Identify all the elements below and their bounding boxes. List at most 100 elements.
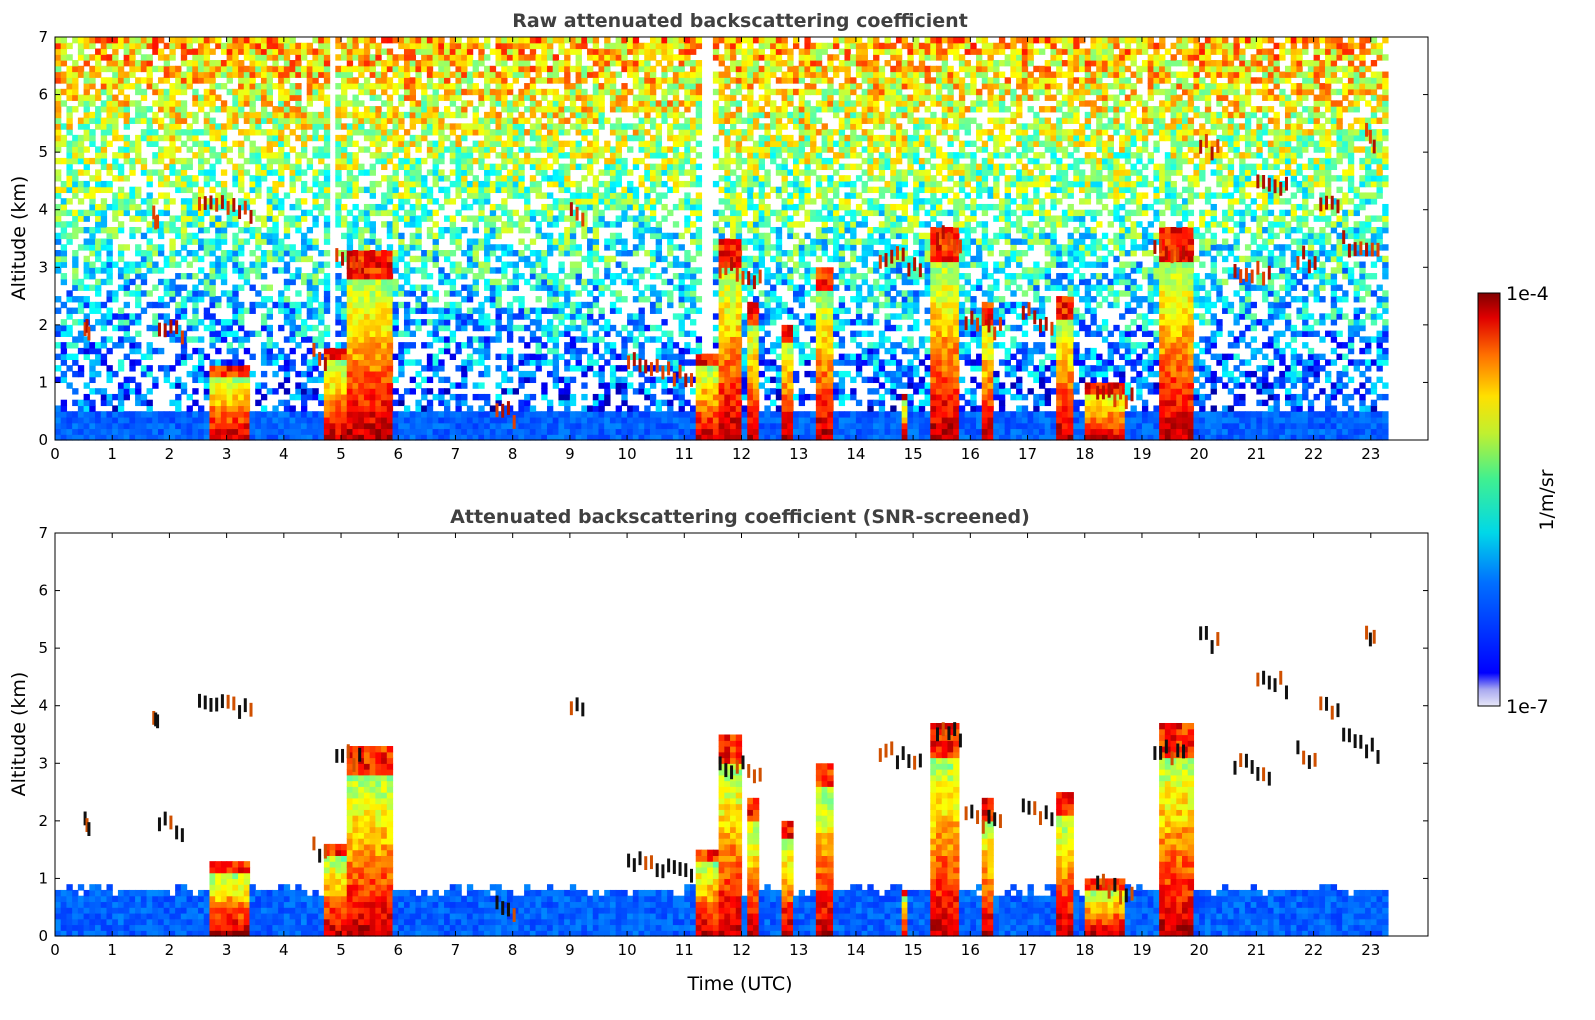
- heatmap-cell: [489, 278, 497, 286]
- heatmap-cell: [112, 192, 119, 199]
- heatmap-cell: [598, 221, 605, 228]
- heatmap-cell: [255, 416, 262, 424]
- heatmap-cell: [232, 359, 239, 366]
- heatmap-cell: [495, 255, 502, 263]
- heatmap-cell: [472, 422, 479, 430]
- heatmap-cell: [226, 255, 233, 263]
- heatmap-cell: [60, 416, 68, 424]
- heatmap-cell: [421, 54, 428, 61]
- heatmap-cell: [295, 111, 302, 119]
- heatmap-cell: [226, 434, 233, 441]
- heatmap-cell: [300, 359, 308, 366]
- heatmap-cell: [615, 169, 622, 176]
- heatmap-cell: [604, 284, 611, 291]
- heatmap-cell: [278, 123, 285, 130]
- heatmap-cell: [398, 353, 405, 360]
- heatmap-cell: [461, 123, 468, 130]
- heatmap-cell: [209, 284, 216, 291]
- heatmap-cell: [146, 244, 153, 251]
- heatmap-cell: [627, 192, 634, 199]
- heatmap-cell: [300, 198, 308, 205]
- heatmap-cell: [226, 428, 233, 435]
- heatmap-cell: [209, 88, 216, 96]
- heatmap-cell: [512, 416, 519, 424]
- heatmap-cell: [318, 117, 325, 124]
- heatmap-cell: [346, 405, 354, 412]
- heatmap-cell: [535, 342, 542, 349]
- heatmap-cell: [615, 250, 622, 257]
- heatmap-cell: [381, 342, 388, 349]
- heatmap-cell: [272, 83, 279, 90]
- heatmap-cell: [129, 319, 136, 326]
- heatmap-cell: [535, 169, 542, 176]
- heatmap-cell: [226, 48, 233, 55]
- heatmap-cell: [66, 117, 73, 124]
- heatmap-cell: [604, 169, 611, 176]
- heatmap-cell: [318, 83, 325, 90]
- heatmap-cell: [117, 388, 125, 395]
- heatmap-cell: [524, 157, 531, 165]
- heatmap-cell: [140, 117, 148, 124]
- heatmap-cell: [255, 192, 262, 199]
- heatmap-cell: [192, 399, 199, 407]
- heatmap-cell: [455, 42, 462, 50]
- heatmap-cell: [369, 290, 376, 297]
- heatmap-cell: [587, 353, 594, 360]
- heatmap-cell: [232, 330, 239, 337]
- heatmap-cell: [535, 226, 542, 234]
- heatmap-cell: [392, 434, 399, 441]
- heatmap-cell: [632, 416, 640, 424]
- heatmap-cell: [598, 336, 605, 343]
- heatmap-cell: [106, 261, 113, 268]
- heatmap-cell: [295, 83, 302, 90]
- heatmap-cell: [552, 88, 560, 96]
- heatmap-cell: [655, 347, 663, 355]
- heatmap-cell: [335, 370, 342, 378]
- heatmap-cell: [444, 83, 451, 90]
- heatmap-cell: [461, 365, 468, 372]
- heatmap-cell: [83, 192, 90, 199]
- heatmap-cell: [295, 301, 302, 309]
- heatmap-cell: [232, 244, 239, 251]
- heatmap-cell: [157, 347, 165, 355]
- heatmap-cell: [466, 54, 474, 61]
- heatmap-cell: [375, 152, 382, 159]
- heatmap-cell: [604, 48, 611, 55]
- heatmap-cell: [66, 342, 73, 349]
- heatmap-cell: [106, 336, 113, 343]
- heatmap-cell: [518, 37, 525, 44]
- heatmap-cell: [83, 416, 90, 424]
- heatmap-cell: [415, 192, 422, 199]
- heatmap-cell: [552, 353, 560, 360]
- heatmap-cell: [346, 134, 354, 142]
- heatmap-cell: [535, 336, 542, 343]
- heatmap-cell: [232, 37, 239, 44]
- heatmap-cell: [283, 319, 291, 326]
- heatmap-cell: [152, 134, 159, 142]
- heatmap-cell: [461, 77, 468, 84]
- heatmap-cell: [135, 88, 142, 96]
- heatmap-cell: [323, 399, 331, 407]
- heatmap-cell: [569, 416, 577, 424]
- heatmap-cell: [226, 42, 233, 50]
- heatmap-cell: [238, 163, 245, 171]
- heatmap-cell: [192, 88, 199, 96]
- heatmap-cell: [123, 411, 130, 418]
- heatmap-cell: [466, 186, 474, 194]
- heatmap-cell: [243, 100, 251, 107]
- heatmap-cell: [66, 169, 73, 176]
- heatmap-cell: [135, 226, 142, 234]
- heatmap-cell: [226, 347, 233, 355]
- heatmap-cell: [535, 359, 542, 366]
- heatmap-cell: [180, 140, 188, 147]
- heatmap-cell: [295, 313, 302, 320]
- heatmap-cell: [112, 60, 119, 67]
- heatmap-cell: [363, 416, 371, 424]
- heatmap-cell: [649, 250, 657, 257]
- heatmap-cell: [472, 278, 479, 286]
- heatmap-cell: [478, 94, 485, 101]
- heatmap-cell: [272, 226, 279, 234]
- heatmap-cell: [157, 180, 165, 188]
- heatmap-cell: [100, 100, 108, 107]
- heatmap-cell: [77, 169, 85, 176]
